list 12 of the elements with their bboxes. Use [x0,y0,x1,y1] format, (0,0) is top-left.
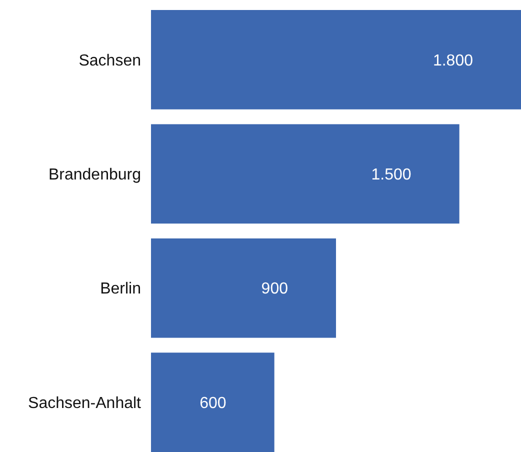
bar [151,10,521,110]
y-tick-label: Berlin [100,280,141,298]
bar [151,238,336,338]
bar [151,352,274,452]
data-label: 1.500 [371,166,412,184]
data-label: 900 [261,280,288,298]
y-tick-label: Brandenburg [48,166,141,184]
data-label: 600 [200,394,226,412]
data-label: 1.800 [432,52,474,70]
y-tick-label: Sachsen-Anhalt [28,394,142,412]
bar [151,124,460,224]
y-tick-label: Sachsen [78,52,141,70]
